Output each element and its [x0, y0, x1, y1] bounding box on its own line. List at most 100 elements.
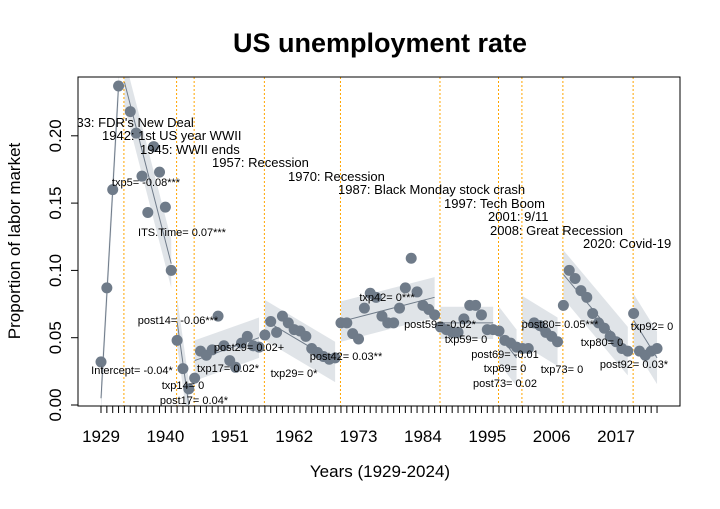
x-tick-label: 1951: [211, 427, 249, 446]
data-point: [370, 291, 382, 303]
data-point: [253, 341, 265, 353]
data-point: [259, 329, 271, 341]
y-tick-label: 0.10: [46, 254, 65, 287]
ci-band: [177, 297, 189, 406]
event-label: 1970: Recession: [288, 169, 385, 184]
x-tick-label: 1973: [340, 427, 378, 446]
event-label: 1945: WWII ends: [140, 142, 240, 157]
data-point: [95, 356, 107, 368]
data-point: [598, 322, 610, 334]
data-point: [130, 127, 142, 139]
x-tick-label: 1995: [468, 427, 506, 446]
data-point: [177, 363, 189, 375]
coef-label: post69= -0.01: [471, 349, 539, 361]
data-point: [411, 286, 423, 298]
data-point: [212, 310, 224, 322]
data-point: [230, 361, 242, 373]
data-point: [429, 309, 441, 321]
data-point: [206, 344, 218, 356]
data-point: [183, 383, 195, 395]
coef-label: post80= 0.05***: [522, 319, 599, 331]
data-points: [95, 64, 663, 395]
data-point: [165, 264, 177, 276]
x-tick-label: 2006: [533, 427, 571, 446]
data-point: [148, 141, 160, 153]
coef-label: txp92= 0: [631, 321, 674, 333]
data-point: [405, 252, 417, 264]
data-point: [107, 184, 119, 196]
coef-label: txp42= 0***: [359, 292, 415, 304]
x-axis-label: Years (1929-2024): [310, 462, 450, 481]
coef-label: post14= -0.06***: [138, 315, 219, 327]
coef-label: post59= -0.02*: [404, 319, 477, 331]
y-tick-label: 0.20: [46, 119, 65, 152]
coef-label: post42= 0.03**: [310, 351, 383, 363]
data-point: [388, 317, 400, 329]
coef-label: txp69= 0: [484, 363, 527, 375]
data-point: [569, 272, 581, 284]
data-point: [241, 330, 253, 342]
x-tick-label: 1962: [275, 427, 313, 446]
data-point: [470, 299, 482, 311]
coef-label: txp59= 0: [445, 334, 488, 346]
coef-label: post92= 0.03*: [600, 359, 669, 371]
data-point: [563, 264, 575, 276]
coef-label: txp5= -0.08***: [112, 177, 181, 189]
event-label: 1997: Tech Boom: [444, 196, 545, 211]
y-axis-label: Proportion of labor market: [5, 142, 24, 339]
x-tick-label: 1929: [82, 427, 120, 446]
data-point: [353, 333, 365, 345]
data-point: [101, 282, 113, 294]
data-point: [329, 352, 341, 364]
data-point: [136, 170, 148, 182]
data-point: [142, 207, 154, 219]
data-point: [113, 80, 125, 92]
event-label: 1942: 1st US year WWII: [102, 128, 241, 143]
data-point: [218, 340, 230, 352]
data-point: [458, 313, 470, 325]
coef-label: txp14= 0: [162, 380, 205, 392]
coef-label: txp29= 0*: [271, 368, 319, 380]
data-point: [358, 302, 370, 314]
coef-label: ITS.Time= 0.07***: [138, 227, 227, 239]
data-point: [394, 302, 406, 314]
data-point: [124, 106, 136, 118]
data-point: [119, 64, 130, 75]
data-point: [522, 342, 534, 354]
coef-label: txp17= 0.02*: [197, 363, 260, 375]
data-point: [552, 336, 564, 348]
event-label: 2020: Covid-19: [583, 236, 671, 251]
data-point: [475, 309, 487, 321]
y-axis: 0.00 0.05 0.10 0.15 0.20: [46, 119, 79, 422]
y-tick-label: 0.15: [46, 187, 65, 220]
fit-line: [100, 85, 120, 399]
data-point: [622, 345, 634, 357]
data-point: [581, 291, 593, 303]
chart-title: US unemployment rate: [233, 28, 527, 58]
data-point: [265, 316, 277, 328]
x-axis: 1929 1940 1951 1962 1973 1984 1995 2006 2017: [82, 405, 658, 446]
data-point: [300, 330, 312, 342]
data-point: [171, 334, 183, 346]
event-lines: [123, 77, 634, 406]
event-label: 1933: FDR's New Deal: [62, 115, 194, 130]
data-point: [154, 166, 166, 178]
fit-line: [340, 296, 435, 323]
coef-label: post29= 0.02+: [214, 342, 284, 354]
x-tick-label: 2017: [597, 427, 635, 446]
data-point: [651, 342, 663, 354]
event-label: 1957: Recession: [212, 155, 309, 170]
coef-label: Intercept= -0.04*: [91, 365, 173, 377]
event-label: 2001: 9/11: [488, 209, 548, 224]
event-label: 2008: Great Recession: [490, 223, 623, 238]
data-point: [341, 317, 353, 329]
coef-label: txp80= 0: [581, 337, 624, 349]
coef-label: post17= 0.04*: [160, 395, 229, 407]
data-point: [452, 326, 464, 338]
x-tick-label: 1984: [404, 427, 442, 446]
event-label: 1987: Black Monday stock crash: [338, 182, 525, 197]
x-tick-label: 1940: [146, 427, 184, 446]
